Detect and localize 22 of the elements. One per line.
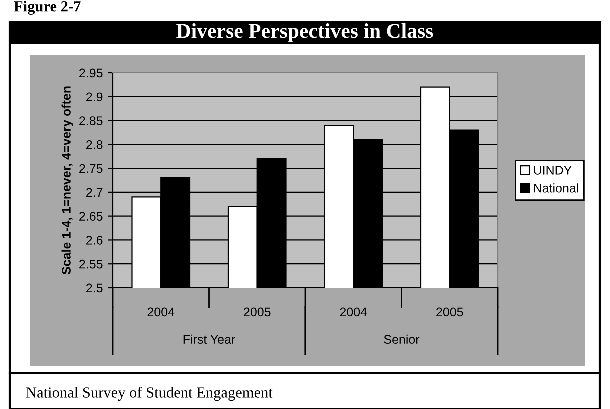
y-tick-label: 2.6	[86, 236, 103, 245]
legend-label: UINDY	[534, 166, 572, 175]
x-tick-label: 2005	[244, 308, 271, 317]
y-tick-label: 2.7	[86, 188, 103, 197]
x-tick-label: 2005	[436, 308, 464, 317]
y-tick-label: 2.9	[86, 92, 103, 102]
y-tick-label: 2.65	[80, 212, 103, 221]
y-tick-label: 2.5	[86, 284, 103, 293]
legend-label: National	[534, 184, 578, 193]
y-tick-label: 2.85	[80, 116, 103, 126]
y-tick-label: 2.55	[80, 260, 103, 269]
text: First Year	[184, 334, 236, 344]
chart-title: Diverse Perspectives in Class	[176, 24, 434, 42]
text: National Survey of Student Engagement	[26, 386, 273, 402]
y-tick-label: 2.8	[86, 140, 103, 150]
y-axis-title: Scale 1-4, 1=never, 4=very often	[62, 86, 74, 275]
y-tick-label: 2.75	[80, 164, 103, 174]
caption: Figure 2-7	[14, 1, 81, 15]
text: Senior	[384, 334, 420, 344]
x-tick-label: 2004	[340, 308, 368, 317]
y-tick-label: 2.95	[80, 68, 103, 78]
x-tick-label: 2004	[148, 308, 175, 317]
